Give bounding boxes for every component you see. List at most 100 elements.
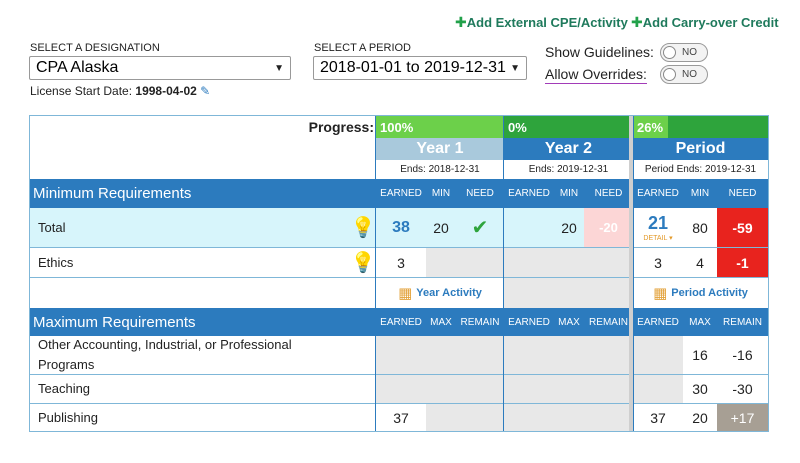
- col-remain: REMAIN: [589, 316, 628, 328]
- plus-icon: ✚: [631, 14, 643, 30]
- progress-fill-period: [633, 116, 669, 138]
- min-requirements-title: Minimum Requirements: [33, 185, 192, 202]
- column-separator: [629, 116, 633, 431]
- year1-title: Year 1: [376, 138, 504, 160]
- min-requirements-header: Minimum Requirements EARNED MIN NEED EAR…: [30, 179, 768, 208]
- allow-overrides-toggle[interactable]: NO: [660, 65, 708, 84]
- y2-publishing-empty: [504, 404, 633, 431]
- col-need: NEED: [728, 188, 757, 199]
- table-row-teaching: Teaching 30 -30: [30, 375, 768, 403]
- period-other-max: 16: [692, 347, 708, 363]
- calendar-icon: ▦: [398, 285, 413, 302]
- y1-teaching-empty: [376, 375, 504, 403]
- period-teaching-max: 30: [692, 381, 708, 397]
- year1-ends: Ends: 2018-12-31: [400, 164, 480, 175]
- y2-total-min: 20: [561, 219, 577, 236]
- col-earned: EARNED: [637, 316, 679, 328]
- col-need: NEED: [466, 188, 494, 199]
- other-label: Other Accounting, Industrial, or Profess…: [38, 337, 292, 372]
- plus-icon: ✚: [455, 14, 467, 30]
- y1-total-earned[interactable]: 38: [392, 218, 410, 236]
- row-divider: [30, 403, 768, 404]
- year2-title: Year 2: [504, 138, 633, 160]
- publishing-label: Publishing: [38, 409, 98, 425]
- period-other-earned: [633, 336, 683, 374]
- col-earned: EARNED: [637, 188, 679, 199]
- period-total-need: -59: [717, 208, 768, 247]
- period-activity-link[interactable]: ▦ Period Activity: [653, 285, 748, 302]
- y2-activity-empty: [504, 278, 633, 308]
- table-row-total: Total 💡 38 20 ✔ 20 -20 21 DETAIL ▾ 80 -5…: [30, 208, 768, 247]
- table-row-publishing: Publishing 37 37 20 +17: [30, 404, 768, 431]
- column-title-row: Year 1 Year 2 Period: [30, 138, 768, 160]
- progress-label: Progress:: [308, 119, 374, 135]
- period-select[interactable]: 2018-01-01 to 2019-12-31 ▼: [313, 56, 527, 80]
- period-ethics-min: 4: [696, 254, 704, 271]
- detail-link[interactable]: DETAIL ▾: [643, 235, 673, 242]
- pencil-icon[interactable]: ✎: [200, 84, 211, 98]
- period-publishing-earned: 37: [650, 409, 666, 426]
- lightbulb-icon[interactable]: 💡: [350, 252, 376, 274]
- designation-select[interactable]: CPA Alaska ▼: [29, 56, 291, 80]
- allow-overrides-label: Allow Overrides:: [545, 66, 647, 84]
- y1-total-min: 20: [433, 219, 449, 236]
- lightbulb-icon[interactable]: 💡: [350, 217, 376, 239]
- column-separator: [503, 116, 504, 431]
- period-ends: Period Ends: 2019-12-31: [644, 164, 757, 175]
- col-earned: EARNED: [380, 188, 422, 199]
- add-carryover-link[interactable]: ✚Add Carry-over Credit: [631, 14, 779, 30]
- year-activity-link[interactable]: ▦ Year Activity: [398, 285, 482, 302]
- period-publishing-remain: +17: [717, 404, 768, 431]
- col-max: MAX: [558, 316, 580, 328]
- max-requirements-title: Maximum Requirements: [33, 313, 196, 331]
- col-max: MAX: [430, 316, 452, 328]
- period-teaching-remain: -30: [732, 381, 753, 397]
- requirements-table: Progress: 100% 0% 26% Year 1 Year 2 Peri…: [29, 115, 769, 432]
- period-teaching-earned: [633, 375, 683, 403]
- period-ethics-need: -1: [717, 248, 768, 277]
- designation-label: SELECT A DESIGNATION: [30, 42, 160, 54]
- period-label: SELECT A PERIOD: [314, 42, 412, 54]
- dropdown-caret-icon: ▼: [274, 63, 284, 74]
- y1-publishing-empty: [426, 404, 504, 431]
- col-need: NEED: [594, 188, 623, 199]
- col-remain: REMAIN: [460, 316, 500, 328]
- col-max: MAX: [689, 316, 711, 328]
- period-ethics-earned: 3: [654, 254, 662, 271]
- row-divider: [30, 247, 768, 248]
- y2-total-earned: [504, 208, 554, 247]
- table-row-ethics: Ethics 💡 3 3 4 -1: [30, 248, 768, 277]
- total-label: Total: [38, 219, 66, 235]
- activity-row: ▦ Year Activity ▦ Period Activity: [30, 278, 768, 308]
- license-start-date: License Start Date: 1998-04-02 ✎: [30, 84, 211, 98]
- period-total-min: 80: [683, 208, 717, 247]
- add-external-cpe-link[interactable]: ✚Add External CPE/Activity: [455, 14, 628, 30]
- col-earned: EARNED: [508, 188, 550, 199]
- row-divider: [30, 277, 768, 278]
- toggle-knob: [663, 46, 676, 59]
- y2-teaching-empty: [504, 375, 633, 403]
- progress-bar-period: 26%: [633, 116, 768, 138]
- toggle-knob: [663, 68, 676, 81]
- dropdown-caret-icon: ▼: [510, 63, 520, 74]
- col-earned: EARNED: [508, 316, 550, 328]
- y2-total-need: -20: [584, 208, 633, 247]
- y2-other-empty: [504, 336, 633, 374]
- period-other-remain: -16: [732, 347, 753, 363]
- period-title: Period: [633, 138, 768, 160]
- teaching-label: Teaching: [38, 381, 91, 396]
- column-separator: [633, 116, 634, 431]
- progress-bar-year1: 100%: [376, 116, 504, 138]
- progress-row: Progress: 100% 0% 26%: [30, 116, 768, 138]
- col-earned: EARNED: [380, 316, 422, 328]
- max-requirements-header: Maximum Requirements EARNED MAX REMAIN E…: [30, 308, 768, 336]
- period-total-earned[interactable]: 21 DETAIL ▾: [633, 208, 683, 247]
- progress-fill-year1: [376, 116, 504, 138]
- show-guidelines-toggle[interactable]: NO: [660, 43, 708, 62]
- progress-bar-year2: 0%: [504, 116, 633, 138]
- column-separator: [375, 116, 376, 431]
- col-remain: REMAIN: [723, 316, 762, 328]
- y1-other-empty: [376, 336, 504, 374]
- col-min: MIN: [559, 188, 579, 199]
- row-divider: [30, 374, 768, 375]
